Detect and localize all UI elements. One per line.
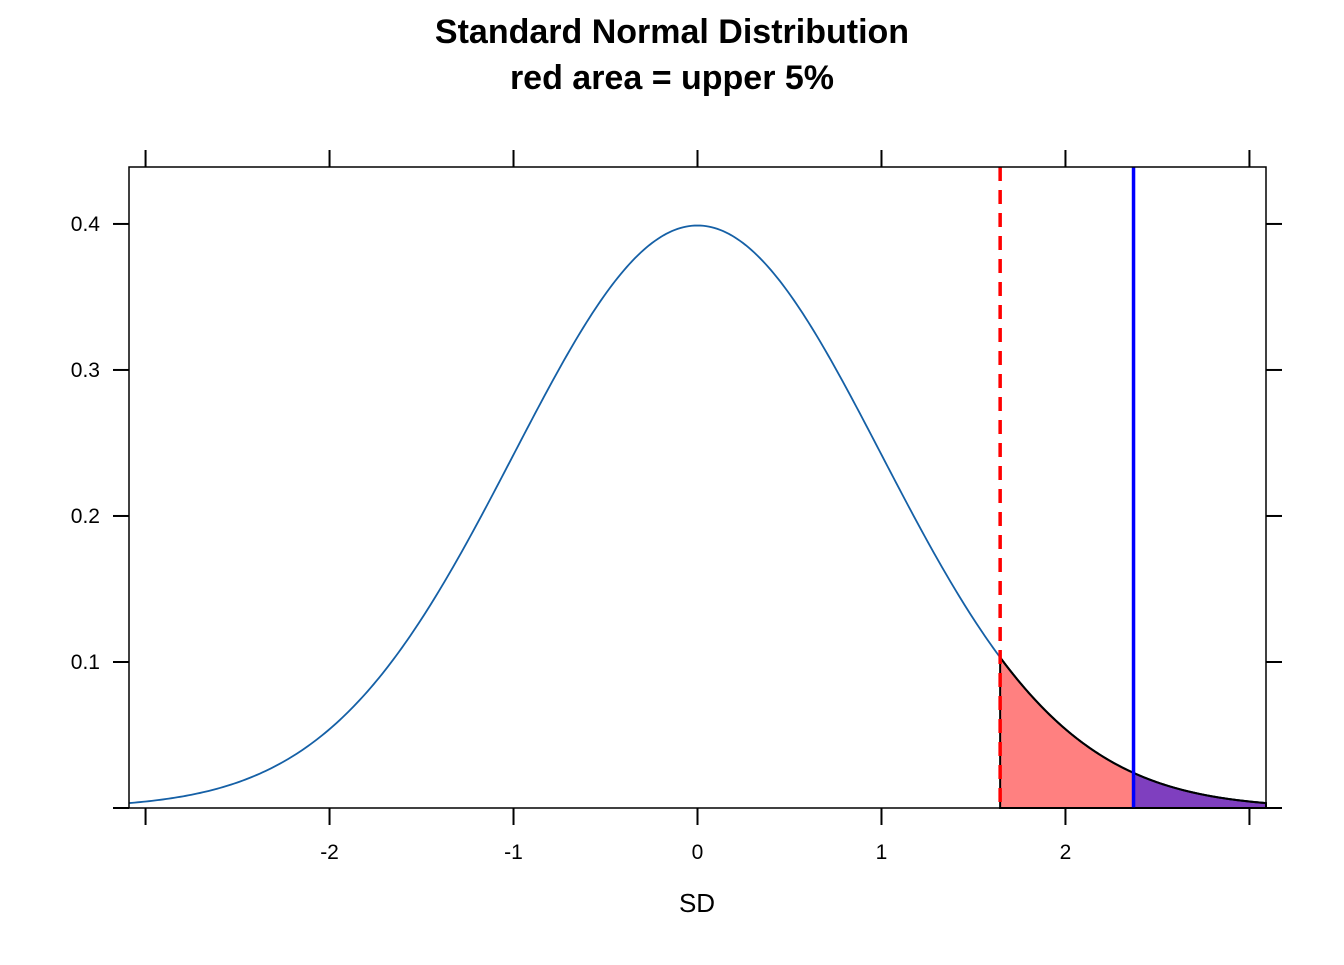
x-tick-label: -2 [320, 841, 339, 864]
y-tick-label: 0.3 [71, 359, 100, 382]
x-tick-label: 0 [692, 841, 704, 864]
chart-subtitle: red area = upper 5% [510, 59, 834, 97]
x-tick-label: 1 [876, 841, 888, 864]
x-tick-label: 2 [1060, 841, 1072, 864]
y-tick-label: 0.4 [71, 213, 101, 236]
y-tick-label: 0.1 [71, 651, 100, 674]
x-axis-label: SD [679, 888, 715, 918]
density-curve [128, 224, 1267, 804]
plot-frame [128, 166, 1267, 809]
x-tick-label: -1 [504, 841, 523, 864]
chart-title: Standard Normal Distribution [435, 13, 909, 51]
shaded-region-0 [999, 654, 1135, 809]
y-tick-label: 0.2 [71, 505, 100, 528]
shaded-region-1 [1132, 771, 1267, 809]
